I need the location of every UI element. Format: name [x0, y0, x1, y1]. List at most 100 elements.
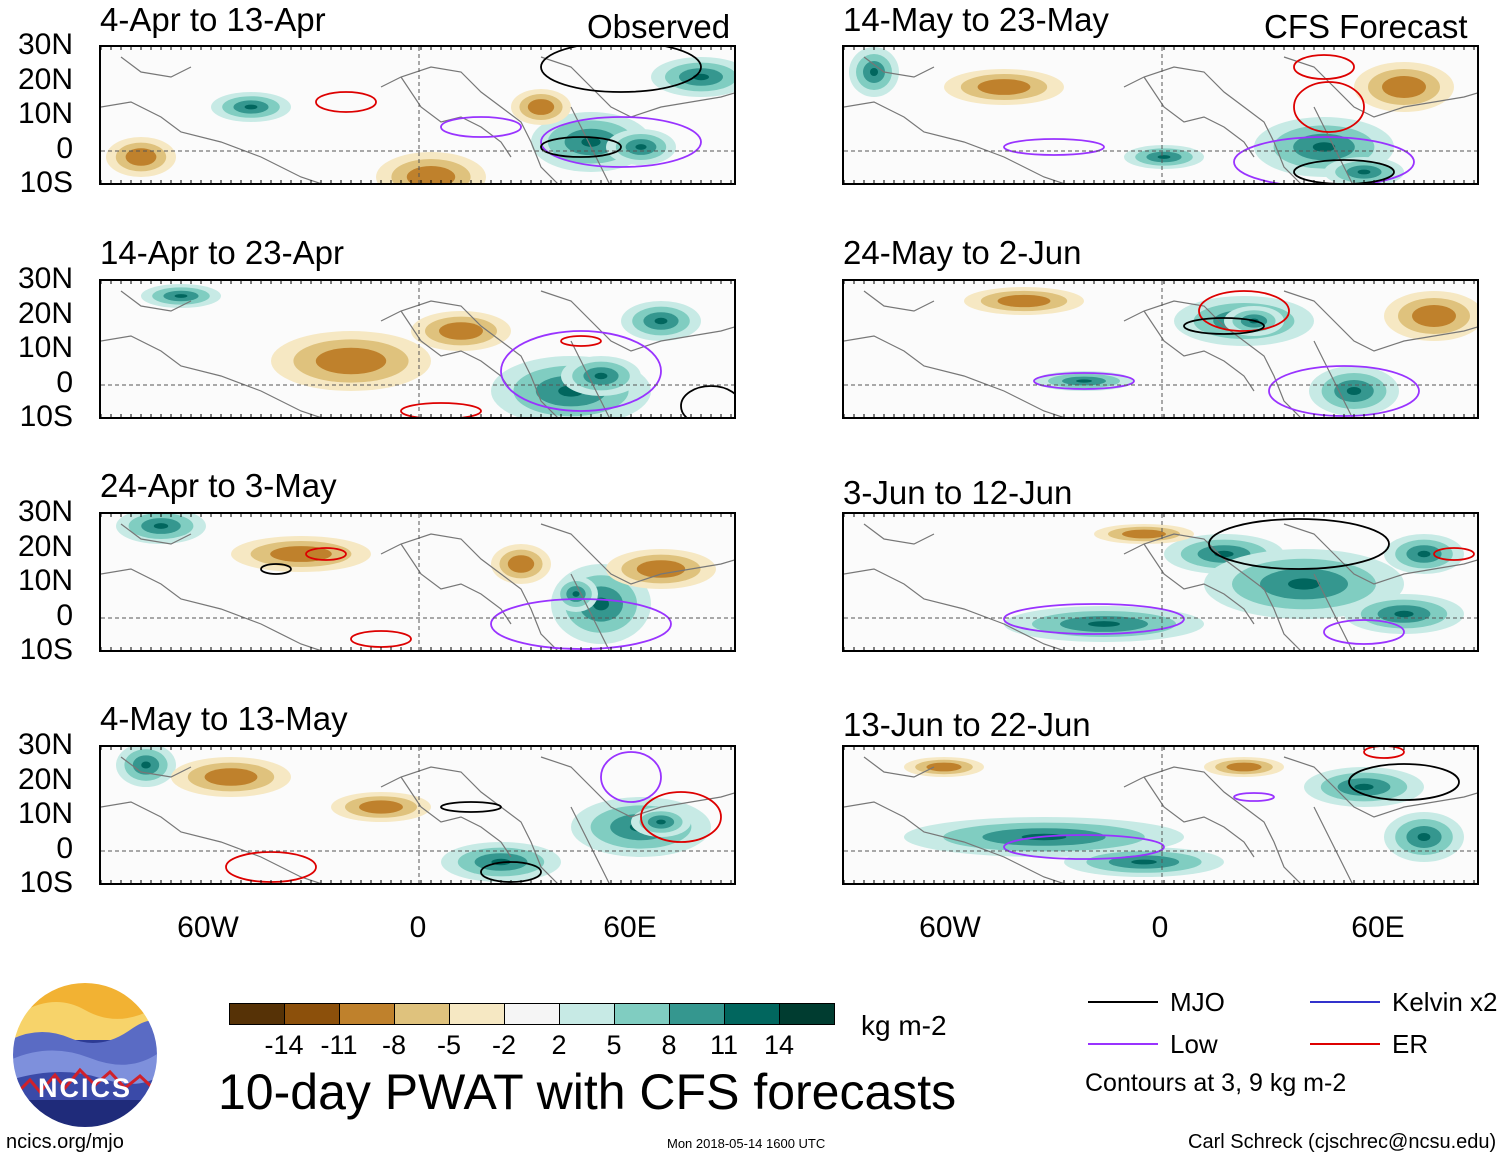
wave-contour: [1003, 603, 1185, 635]
lat-label: 10S: [19, 866, 73, 899]
map-panel-8: [842, 745, 1479, 885]
pwat-anomaly: [1354, 783, 1374, 791]
legend-line-er: [1310, 1043, 1380, 1045]
wave-contour: [260, 563, 292, 575]
pwat-anomaly: [1417, 833, 1431, 841]
lat-label: 30N: [17, 495, 73, 528]
map-panel-3: [99, 512, 736, 652]
wave-contour: [1003, 138, 1105, 156]
coastline: [1283, 56, 1477, 118]
wave-contour: [400, 402, 482, 417]
coastline: [863, 56, 935, 78]
observed-label: Observed: [587, 8, 731, 45]
map-field: [101, 747, 734, 883]
panel-title-4: 4-May to 13-May: [100, 700, 348, 737]
coastline: [540, 290, 734, 352]
wave-contour: [540, 47, 702, 93]
wave-contour: [1323, 619, 1405, 645]
pwat-anomaly: [359, 800, 403, 814]
pwat-anomaly: [1346, 387, 1362, 395]
panel-title-3: 24-Apr to 3-May: [100, 467, 337, 504]
coastline: [1313, 573, 1353, 650]
lat-label: 10N: [17, 564, 73, 597]
coastline: [1283, 523, 1477, 585]
coastline: [1143, 76, 1255, 158]
wave-contour: [600, 751, 662, 803]
colorbar-label: 2: [551, 1030, 567, 1060]
lat-label: 20N: [17, 296, 73, 330]
coastline: [400, 76, 512, 158]
panel-title-5: 14-May to 23-May: [843, 1, 1109, 38]
pwat-anomaly: [656, 819, 666, 825]
coastline: [863, 756, 935, 778]
legend-label-kelvin: Kelvin x2: [1392, 987, 1498, 1017]
panel-title-2: 14-Apr to 23-Apr: [100, 234, 344, 271]
coastline: [400, 543, 512, 625]
pwat-anomaly: [997, 294, 1051, 308]
wave-contour: [1433, 547, 1475, 561]
coastline: [1313, 106, 1353, 183]
coastline: [380, 66, 558, 183]
colorbar-label: -2: [491, 1030, 516, 1060]
coastline: [863, 523, 935, 545]
lat-label: 0: [56, 365, 73, 399]
coastline: [400, 776, 512, 858]
colorbar-box: [284, 1003, 340, 1025]
wave-contour: [1348, 763, 1460, 801]
pwat-anomaly: [204, 768, 258, 786]
map-panel-1: [99, 45, 736, 185]
footer-timestamp: Mon 2018-05-14 1600 UTC: [667, 1136, 826, 1151]
coastline: [1143, 776, 1255, 858]
coastline: [844, 335, 1064, 417]
pwat-anomaly: [581, 137, 601, 147]
pwat-anomaly: [594, 372, 608, 380]
colorbar-box: [614, 1003, 670, 1025]
wave-contour: [1033, 372, 1135, 390]
footer-url[interactable]: ncics.org/mjo: [6, 1131, 124, 1153]
pwat-anomaly: [1412, 305, 1456, 327]
pwat-anomaly: [1076, 379, 1092, 383]
lat-label: 10N: [17, 97, 73, 130]
ncics-logo: NCICS: [10, 980, 160, 1130]
wave-contour: [500, 330, 662, 412]
map-field: [101, 47, 734, 183]
colorbar-label: 14: [763, 1030, 795, 1060]
legend-line-mjo: [1088, 1001, 1158, 1003]
lon-label-0-left: 0: [409, 911, 427, 944]
lat-label: 30N: [17, 28, 73, 61]
map-field: [101, 514, 734, 650]
colorbar-label: 8: [661, 1030, 677, 1060]
coastline: [1143, 543, 1255, 625]
legend-line-kelvin: [1310, 1001, 1380, 1003]
colorbar-label: -14: [264, 1030, 304, 1060]
map-field: [844, 281, 1477, 417]
pwat-anomaly: [1357, 169, 1371, 175]
lat-label: 10N: [17, 797, 73, 830]
coastline: [570, 806, 610, 883]
wave-contour: [1183, 317, 1265, 335]
wave-contour: [1293, 54, 1355, 80]
pwat-anomaly: [1088, 621, 1120, 627]
colorbar-box: [559, 1003, 615, 1025]
coastline: [101, 101, 321, 183]
coastline: [540, 523, 734, 585]
wave-contour: [1233, 136, 1415, 183]
colorbar-label: 5: [606, 1030, 622, 1060]
legend-label-mjo: MJO: [1170, 987, 1225, 1017]
colorbar-box: [229, 1003, 285, 1025]
coastline: [120, 523, 192, 545]
pwat-anomaly: [654, 317, 668, 325]
pwat-anomaly: [977, 79, 1031, 95]
coastline: [1283, 290, 1477, 352]
map-panel-5: [842, 45, 1479, 185]
colorbar-box: [339, 1003, 395, 1025]
coastline: [844, 101, 1064, 183]
coastline: [101, 335, 321, 417]
lat-label: 20N: [17, 762, 73, 796]
pwat-anomaly: [926, 762, 962, 772]
legend-note: Contours at 3, 9 kg m-2: [1085, 1069, 1347, 1097]
colorbar-label: -5: [436, 1030, 461, 1060]
wave-contour: [1293, 81, 1365, 133]
colorbar-label: -8: [381, 1030, 406, 1060]
lon-label-60e-left: 60E: [603, 911, 657, 944]
